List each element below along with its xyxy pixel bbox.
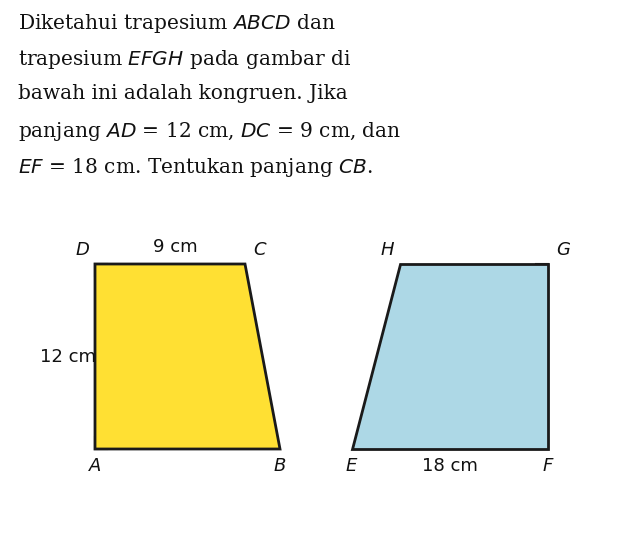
Text: $\mathit{F}$: $\mathit{F}$ [542,457,554,475]
Text: bawah ini adalah kongruen. Jika: bawah ini adalah kongruen. Jika [18,84,348,103]
Text: $\mathit{A}$: $\mathit{A}$ [88,457,102,475]
Text: $\mathit{E}$: $\mathit{E}$ [345,457,359,475]
Text: $\mathit{B}$: $\mathit{B}$ [273,457,287,475]
Text: Diketahui trapesium $\mathit{ABCD}$ dan: Diketahui trapesium $\mathit{ABCD}$ dan [18,12,336,35]
Text: 9 cm: 9 cm [153,238,197,256]
Text: trapesium $\mathit{EFGH}$ pada gambar di: trapesium $\mathit{EFGH}$ pada gambar di [18,48,351,71]
Text: 18 cm: 18 cm [422,457,478,475]
Text: $\mathit{C}$: $\mathit{C}$ [253,241,267,259]
Text: panjang $\mathit{AD}$ = 12 cm, $\mathit{DC}$ = 9 cm, dan: panjang $\mathit{AD}$ = 12 cm, $\mathit{… [18,120,401,143]
Text: 12 cm: 12 cm [40,348,96,366]
Text: $\mathit{G}$: $\mathit{G}$ [556,241,571,259]
Polygon shape [95,264,280,449]
Text: $\mathit{EF}$ = 18 cm. Tentukan panjang $\mathit{CB}$.: $\mathit{EF}$ = 18 cm. Tentukan panjang … [18,156,373,179]
Text: $\mathit{H}$: $\mathit{H}$ [380,241,395,259]
Polygon shape [352,264,548,449]
Text: $\mathit{D}$: $\mathit{D}$ [75,241,90,259]
